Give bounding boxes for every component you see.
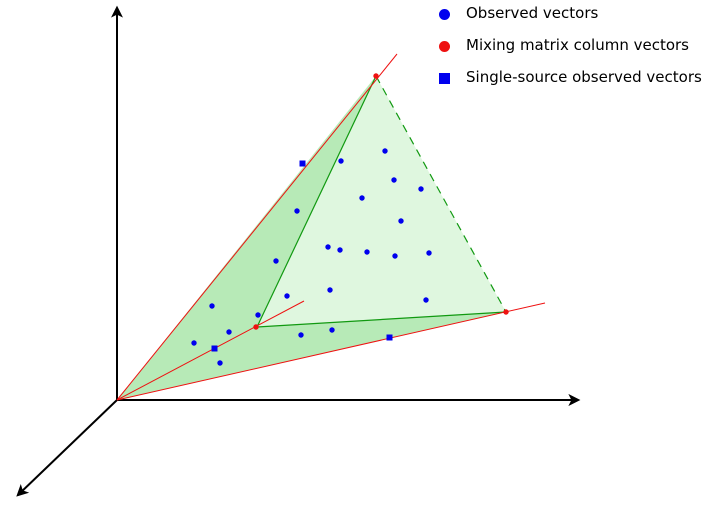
- observed-point: [359, 195, 365, 201]
- mixing-marker-icon: [439, 41, 450, 52]
- observed-point: [426, 250, 432, 256]
- observed-point: [364, 249, 370, 255]
- observed-point: [398, 218, 404, 224]
- ray-middle: [116, 300, 305, 401]
- observed-point: [382, 148, 388, 154]
- observed-point: [337, 247, 343, 253]
- ray-right: [116, 302, 546, 401]
- single-source-point: [386, 334, 393, 341]
- legend-label: Observed vectors: [466, 4, 599, 22]
- observed-point: [226, 329, 232, 335]
- observed-point: [392, 253, 398, 259]
- observed-point: [273, 258, 279, 264]
- mixing-vectors: [253, 73, 509, 330]
- mixing-point: [503, 309, 509, 315]
- observed-point: [338, 158, 344, 164]
- single-source-point: [299, 160, 306, 167]
- observed-point: [209, 303, 215, 309]
- legend-item-single-source: Single-source observed vectors: [436, 66, 722, 98]
- cone-edge-top-right-dashed: [375, 75, 507, 313]
- observed-point: [255, 312, 261, 318]
- mixing-point: [373, 73, 379, 79]
- observed-point: [418, 186, 424, 192]
- observed-point: [294, 208, 300, 214]
- observed-vectors: [191, 148, 432, 366]
- legend-label: Mixing matrix column vectors: [466, 36, 689, 54]
- single-source-point: [211, 345, 218, 352]
- ray-top: [116, 53, 398, 401]
- observed-point: [284, 293, 290, 299]
- observed-point: [298, 332, 304, 338]
- cone-edge-middle-right: [256, 311, 507, 328]
- observed-point: [423, 297, 429, 303]
- legend-item-mixing: Mixing matrix column vectors: [436, 34, 722, 66]
- single-source-marker-icon: [439, 73, 450, 84]
- cone-edge-top-middle: [256, 75, 377, 328]
- single-source-vectors: [211, 160, 393, 352]
- mixing-point: [253, 324, 259, 330]
- legend-item-observed: Observed vectors: [436, 2, 722, 34]
- observed-point: [391, 177, 397, 183]
- observed-point: [327, 287, 333, 293]
- observed-marker-icon: [439, 9, 450, 20]
- legend-label: Single-source observed vectors: [466, 68, 702, 86]
- observed-point: [217, 360, 223, 366]
- cone-face-left: [117, 76, 376, 400]
- observed-point: [329, 327, 335, 333]
- cone-face-cap: [257, 76, 506, 327]
- observed-point: [191, 340, 197, 346]
- legend: Observed vectors Mixing matrix column ve…: [436, 2, 722, 98]
- observed-point: [325, 244, 331, 250]
- y-axis: [16, 399, 118, 497]
